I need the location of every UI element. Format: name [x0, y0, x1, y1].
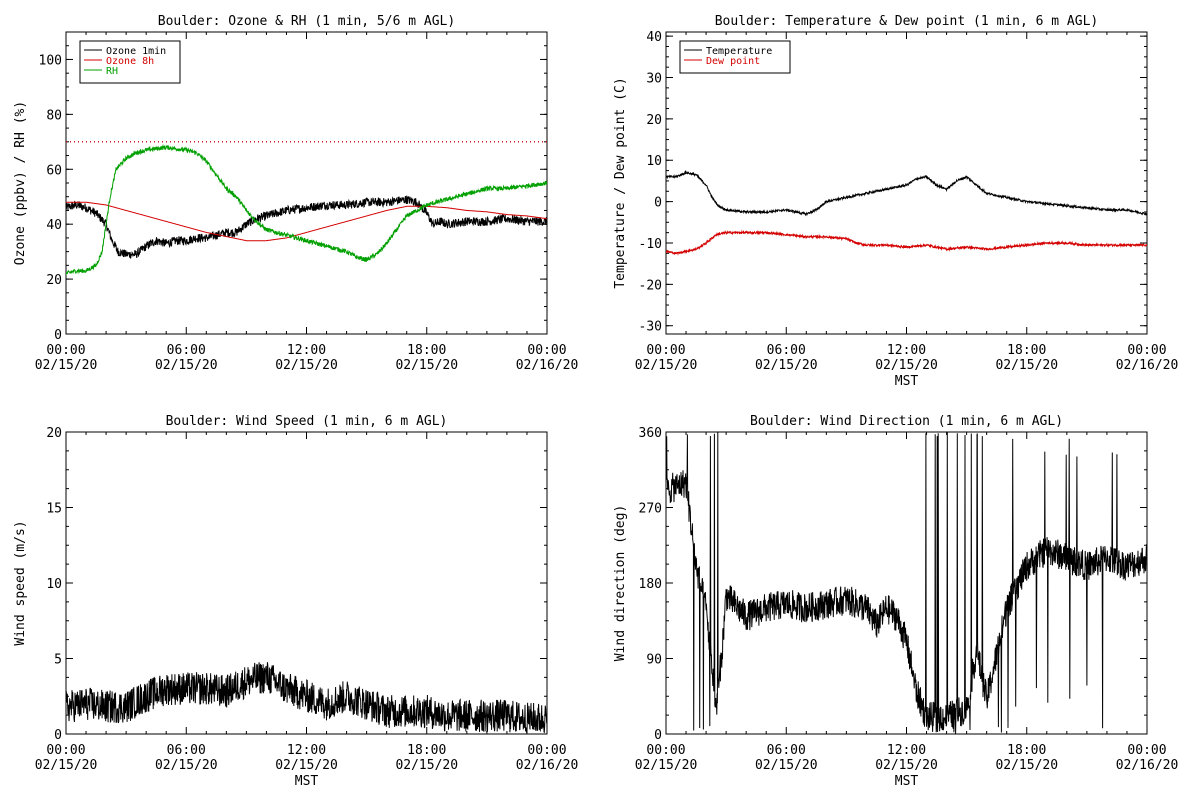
x-axis-label: MST: [895, 374, 919, 389]
legend-label: Ozone 8h: [106, 56, 154, 67]
y-tick-label: 0: [654, 196, 662, 211]
y-tick-label: 20: [646, 113, 662, 128]
chart-panel-3: Boulder: Wind Speed (1 min, 6 m AGL) 0 5 10…: [13, 414, 578, 789]
chart-title: Boulder: Temperature & Dew point (1 min,…: [715, 14, 1099, 29]
x-tick-time-label: 00:00: [646, 343, 685, 358]
x-tick-date-label: 02/15/20: [275, 358, 338, 373]
y-tick-label: 5: [54, 653, 62, 668]
x-tick-date-label: 02/15/20: [395, 358, 458, 373]
x-tick-time-label: 00:00: [527, 743, 566, 758]
x-tick-date-label: 02/16/20: [1116, 358, 1179, 373]
y-tick-label: 20: [46, 426, 62, 441]
y-tick-label: 15: [46, 502, 62, 517]
x-tick-date-label: 02/15/20: [635, 758, 698, 773]
x-tick-date-label: 02/15/20: [155, 358, 218, 373]
y-tick-label: -30: [639, 320, 662, 335]
y-tick-label: 40: [46, 218, 62, 233]
x-tick-time-label: 00:00: [646, 743, 685, 758]
y-tick-label: 90: [646, 653, 662, 668]
legend-label: RH: [106, 66, 118, 77]
x-tick-date-label: 02/15/20: [755, 358, 818, 373]
x-tick-date-label: 02/15/20: [35, 758, 98, 773]
x-tick-time-label: 12:00: [887, 743, 926, 758]
x-tick-date-label: 02/15/20: [275, 758, 338, 773]
plot-frame: [665, 431, 1148, 735]
y-axis-label: Wind speed (m/s): [13, 520, 28, 645]
y-tick-label: 20: [46, 273, 62, 288]
y-tick-label: 0: [54, 728, 62, 743]
y-tick-label: -10: [639, 237, 662, 252]
y-tick-label: 100: [39, 53, 62, 68]
y-tick-label: 60: [46, 163, 62, 178]
legend-label: Temperature: [706, 46, 772, 57]
x-axis-label: MST: [295, 774, 319, 789]
x-tick-time-label: 00:00: [527, 343, 566, 358]
y-tick-label: 40: [646, 30, 662, 45]
series-line-dew-point: [666, 229, 1147, 256]
y-tick-label: 0: [54, 328, 62, 343]
chart-title: Boulder: Wind Speed (1 min, 6 m AGL): [166, 414, 448, 429]
x-tick-date-label: 02/15/20: [995, 358, 1058, 373]
chart-panel-2: Boulder: Temperature & Dew point (1 min,…: [613, 14, 1178, 389]
series-line-data: [66, 662, 547, 734]
x-tick-time-label: 18:00: [1007, 743, 1046, 758]
plot-frame: [665, 31, 1148, 335]
x-tick-time-label: 00:00: [1127, 343, 1166, 358]
x-tick-date-label: 02/15/20: [995, 758, 1058, 773]
x-tick-date-label: 02/16/20: [1116, 758, 1179, 773]
x-tick-time-label: 00:00: [1127, 743, 1166, 758]
chart-title: Boulder: Wind Direction (1 min, 6 m AGL): [750, 414, 1063, 429]
series-line-ozone-8h: [66, 201, 547, 242]
x-tick-date-label: 02/15/20: [635, 358, 698, 373]
y-tick-label: 0: [654, 728, 662, 743]
x-tick-time-label: 12:00: [287, 343, 326, 358]
x-axis-label: MST: [895, 774, 919, 789]
y-tick-label: 10: [46, 577, 62, 592]
y-tick-label: 180: [639, 577, 662, 592]
y-axis-label: Wind direction (deg): [613, 505, 628, 662]
x-tick-time-label: 00:00: [46, 743, 85, 758]
x-tick-time-label: 18:00: [1007, 343, 1046, 358]
y-tick-label: 10: [646, 154, 662, 169]
x-tick-time-label: 06:00: [167, 743, 206, 758]
x-tick-date-label: 02/15/20: [755, 758, 818, 773]
chart-title: Boulder: Ozone & RH (1 min, 5/6 m AGL): [158, 14, 455, 29]
x-tick-time-label: 18:00: [407, 343, 446, 358]
x-tick-time-label: 06:00: [767, 743, 806, 758]
legend-box: [79, 40, 181, 84]
x-tick-date-label: 02/15/20: [395, 758, 458, 773]
y-tick-label: 360: [639, 426, 662, 441]
x-tick-time-label: 18:00: [407, 743, 446, 758]
chart-panel-4: Boulder: Wind Direction (1 min, 6 m AGL)…: [613, 414, 1178, 789]
x-tick-time-label: 06:00: [167, 343, 206, 358]
x-tick-date-label: 02/16/20: [516, 358, 579, 373]
legend-label: Dew point: [706, 56, 760, 67]
y-axis-label: Temperature / Dew point (C): [613, 77, 628, 288]
x-tick-time-label: 12:00: [887, 343, 926, 358]
x-tick-date-label: 02/16/20: [516, 758, 579, 773]
y-tick-label: -20: [639, 278, 662, 293]
y-tick-label: 270: [639, 502, 662, 517]
x-tick-date-label: 02/15/20: [875, 758, 938, 773]
x-tick-time-label: 12:00: [287, 743, 326, 758]
y-tick-label: 30: [646, 72, 662, 87]
x-tick-time-label: 06:00: [767, 343, 806, 358]
legend-box: [679, 40, 791, 74]
x-tick-date-label: 02/15/20: [35, 358, 98, 373]
series-line-ozone-1min: [66, 195, 547, 259]
x-tick-date-label: 02/15/20: [875, 358, 938, 373]
y-tick-label: 80: [46, 108, 62, 123]
x-tick-date-label: 02/15/20: [155, 758, 218, 773]
x-tick-time-label: 00:00: [46, 343, 85, 358]
series-line-data: [666, 432, 1147, 734]
chart-panel-1: Boulder: Ozone & RH (1 min, 5/6 m AGL)02…: [13, 14, 578, 373]
series-line-rh: [66, 144, 547, 276]
series-line-temperature: [666, 170, 1147, 217]
legend-label: Ozone 1min: [106, 46, 166, 57]
y-axis-label: Ozone (ppbv) / RH (%): [13, 101, 28, 265]
